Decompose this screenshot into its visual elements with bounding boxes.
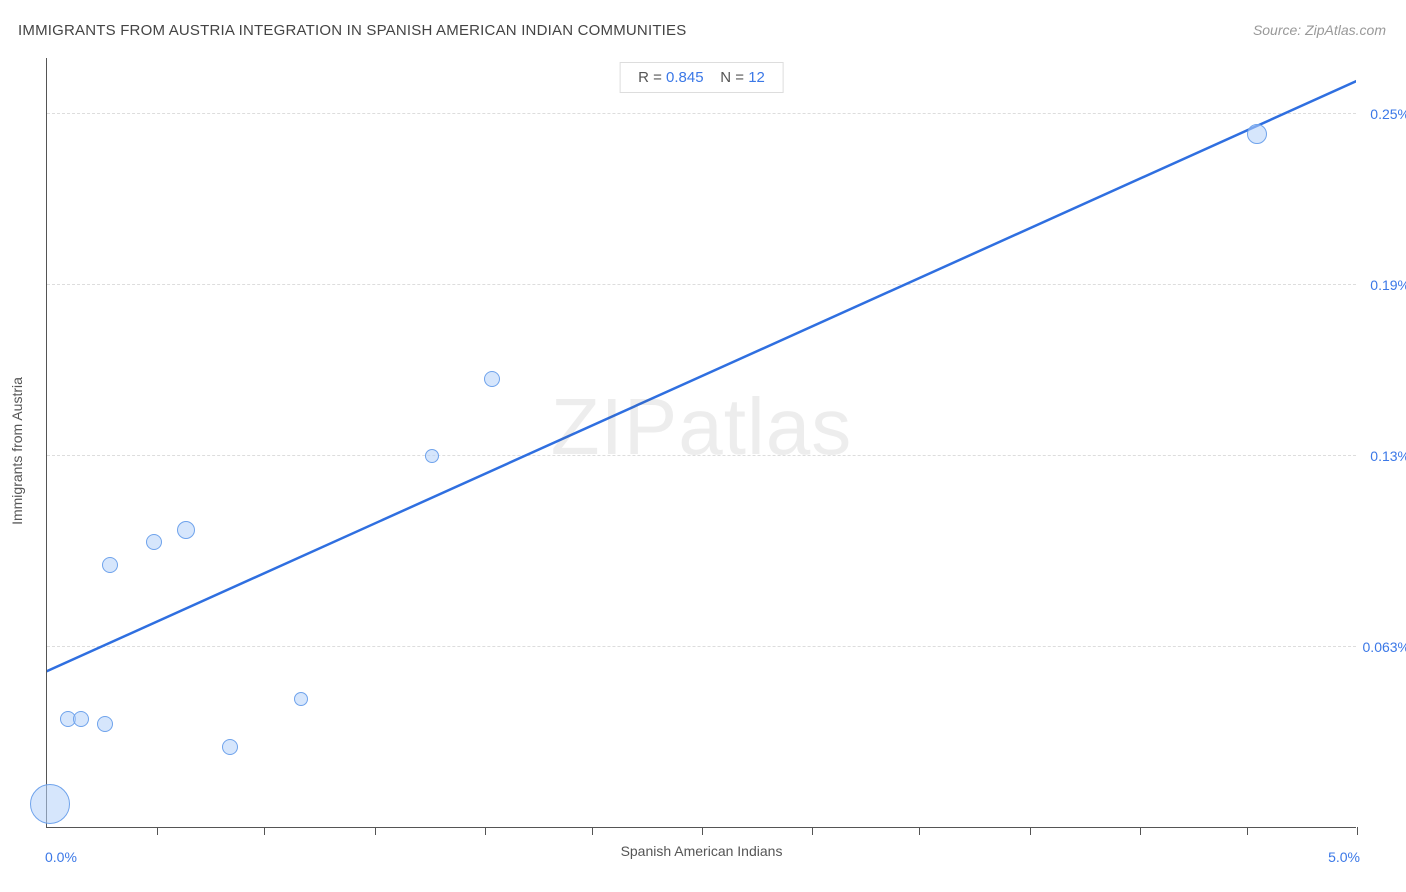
r-label: R = — [638, 69, 662, 86]
plot-area: R = 0.845 N = 12 0.063%0.13%0.19%0.25% Z… — [46, 58, 1356, 828]
gridline — [47, 113, 1356, 114]
x-tick — [157, 827, 158, 835]
x-tick — [485, 827, 486, 835]
x-tick — [592, 827, 593, 835]
y-tick-label: 0.13% — [1370, 448, 1406, 464]
data-point — [97, 716, 113, 732]
data-point — [73, 711, 89, 727]
y-tick-label: 0.25% — [1370, 106, 1406, 122]
x-max-label: 5.0% — [1328, 849, 1360, 865]
r-value: 0.845 — [666, 69, 704, 86]
n-label: N = — [720, 69, 744, 86]
data-point — [146, 534, 162, 550]
watermark-atlas: atlas — [678, 382, 852, 471]
x-tick — [1140, 827, 1141, 835]
y-axis-label: Immigrants from Austria — [9, 377, 25, 525]
gridline — [47, 646, 1356, 647]
data-point — [177, 521, 195, 539]
x-origin-label: 0.0% — [45, 849, 77, 865]
trend-line — [47, 58, 1356, 827]
x-tick — [1357, 827, 1358, 835]
y-tick-label: 0.063% — [1363, 639, 1406, 655]
watermark-zip: ZIP — [551, 382, 678, 471]
data-point — [30, 784, 70, 824]
y-tick-label: 0.19% — [1370, 277, 1406, 293]
x-tick — [1030, 827, 1031, 835]
data-point — [1247, 124, 1267, 144]
data-point — [484, 371, 500, 387]
x-axis-label: Spanish American Indians — [621, 843, 783, 859]
x-tick — [264, 827, 265, 835]
data-point — [425, 449, 439, 463]
chart-title: IMMIGRANTS FROM AUSTRIA INTEGRATION IN S… — [18, 22, 686, 39]
data-point — [102, 557, 118, 573]
x-tick — [375, 827, 376, 835]
x-tick — [1247, 827, 1248, 835]
stats-box: R = 0.845 N = 12 — [619, 62, 784, 93]
x-tick — [702, 827, 703, 835]
gridline — [47, 284, 1356, 285]
gridline — [47, 455, 1356, 456]
x-tick — [919, 827, 920, 835]
x-tick — [812, 827, 813, 835]
watermark: ZIPatlas — [551, 381, 852, 473]
data-point — [294, 692, 308, 706]
source-attribution: Source: ZipAtlas.com — [1253, 22, 1386, 38]
n-value: 12 — [748, 69, 765, 86]
data-point — [222, 739, 238, 755]
